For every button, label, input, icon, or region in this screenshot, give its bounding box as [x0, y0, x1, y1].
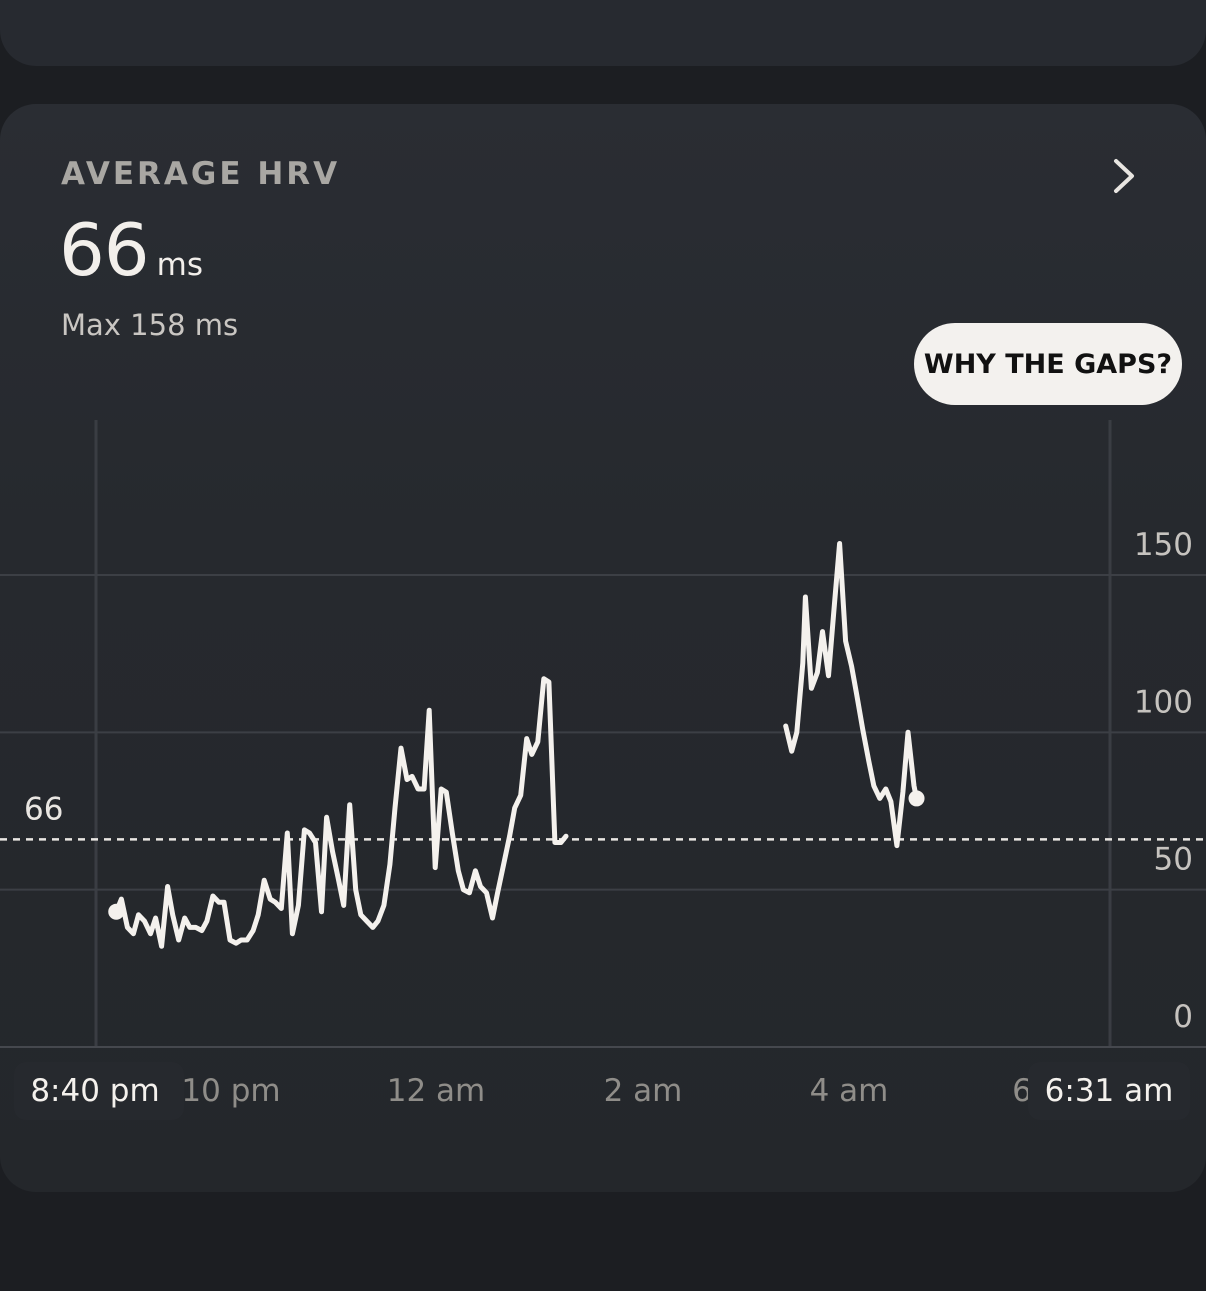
start-time-label: 8:40 pm	[30, 1073, 159, 1109]
chevron-right-icon[interactable]	[1106, 156, 1140, 196]
end-time-pill	[1028, 1062, 1190, 1120]
hrv-series-segment	[783, 541, 919, 849]
x-tick-label: 12 am	[387, 1073, 486, 1109]
hrv-value-unit: ms	[156, 247, 203, 283]
card-title: AVERAGE HRV	[61, 156, 341, 192]
y-tick-label: 100	[1134, 684, 1193, 720]
y-tick-label: 0	[1173, 999, 1193, 1035]
why-the-gaps-button[interactable]: WHY THE GAPS?	[914, 323, 1182, 405]
previous-card	[0, 0, 1206, 66]
x-tick-label: 4 am	[810, 1073, 889, 1109]
hrv-series-segment	[113, 676, 569, 949]
end-time-label: 6:31 am	[1045, 1073, 1174, 1109]
end-point-dot	[908, 790, 925, 807]
start-point-dot	[108, 903, 125, 920]
y-tick-label: 150	[1134, 527, 1193, 563]
hrv-value: 66 ms	[59, 208, 203, 292]
page-background	[0, 1192, 1206, 1291]
x-tick-label: 10 pm	[181, 1073, 280, 1109]
x-tick-label: 2 am	[604, 1073, 683, 1109]
average-label: 66	[24, 791, 63, 827]
y-tick-label: 50	[1154, 842, 1193, 878]
x-tick-label: 6	[1012, 1073, 1032, 1109]
average-hrv-card[interactable]: AVERAGE HRV 66 ms Max 158 ms WHY THE GAPS…	[0, 104, 1206, 1192]
start-time-pill	[14, 1062, 184, 1120]
max-hrv-label: Max 158 ms	[61, 308, 239, 342]
hrv-value-number: 66	[59, 208, 150, 292]
